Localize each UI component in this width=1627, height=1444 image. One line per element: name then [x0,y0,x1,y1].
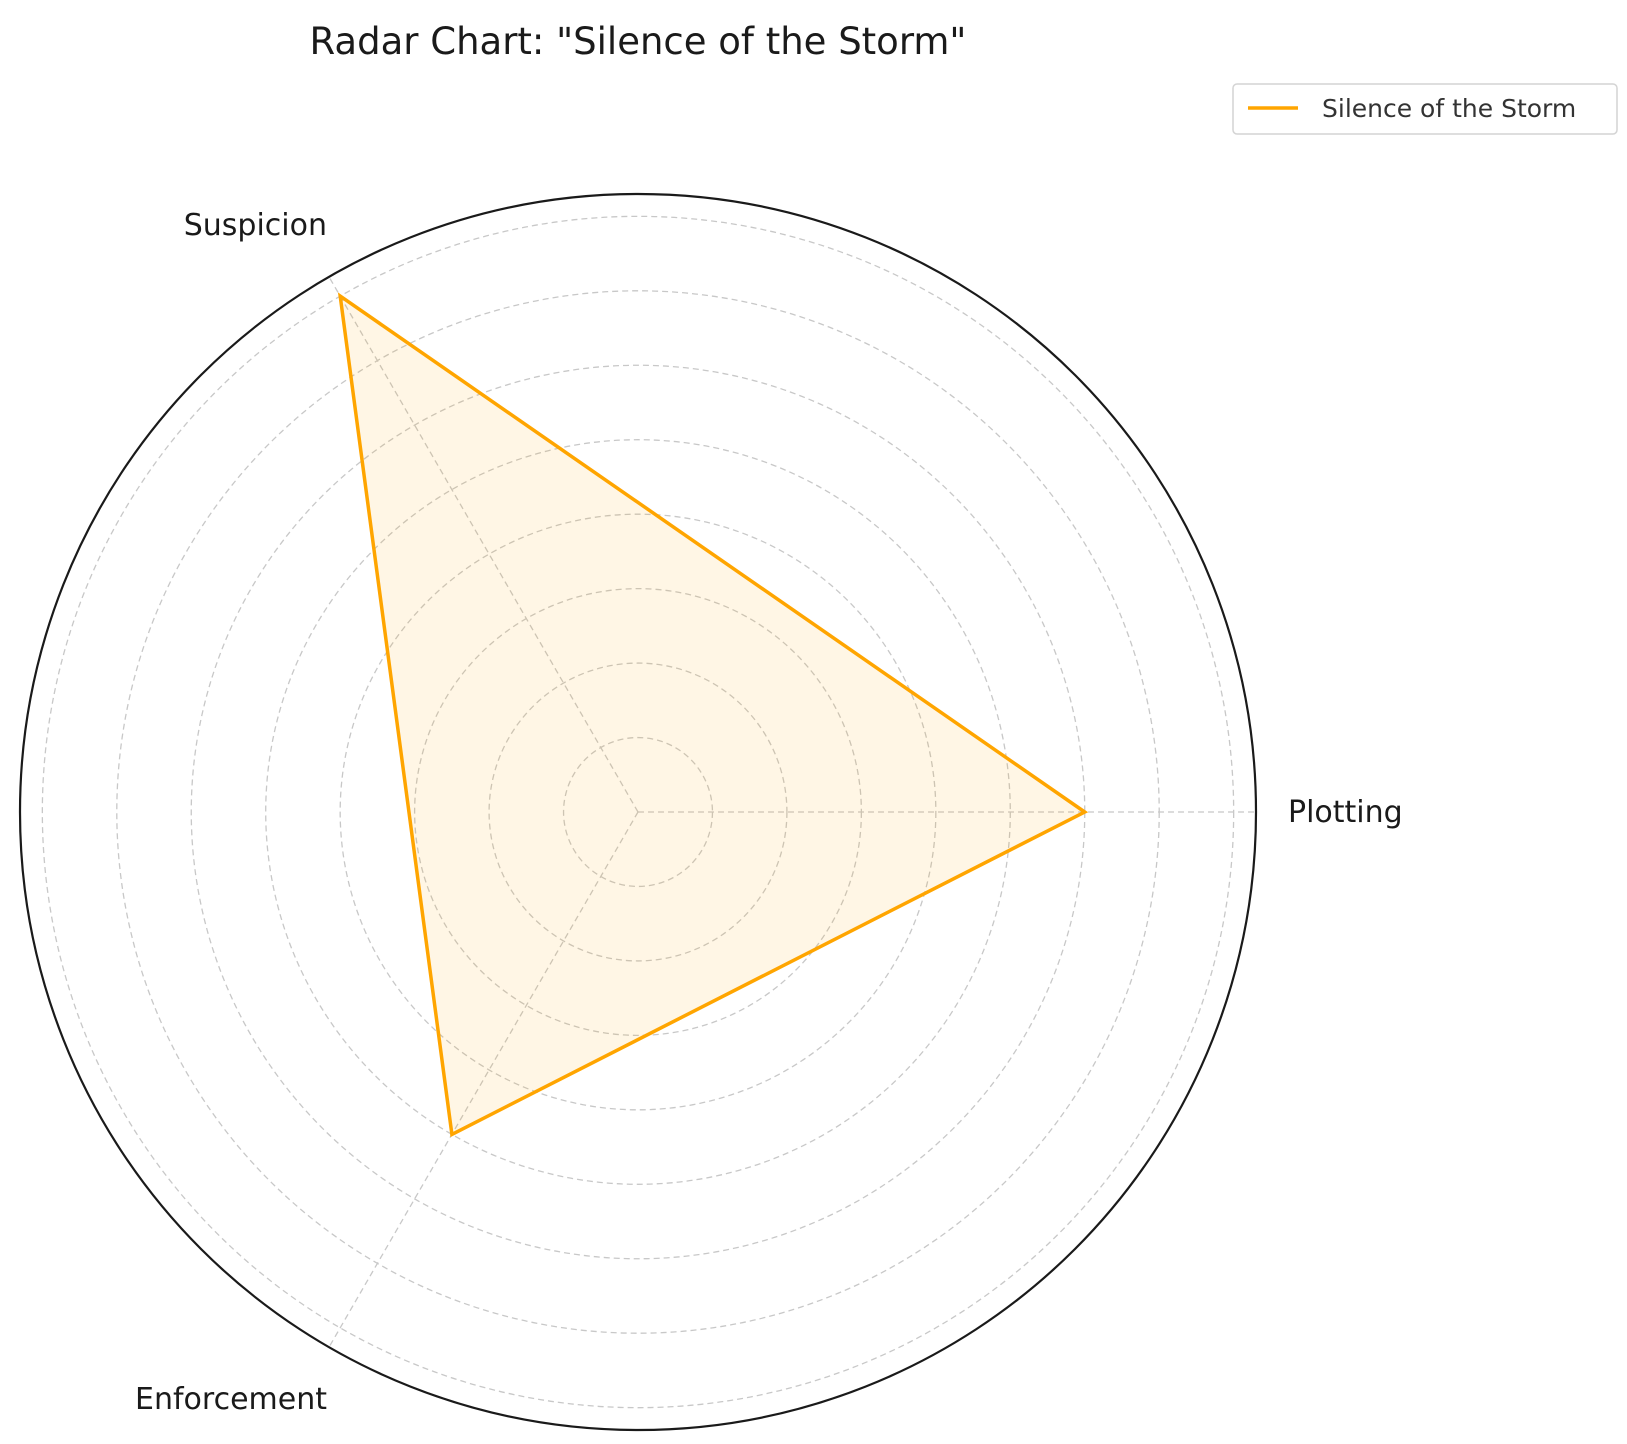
legend-box [1232,83,1618,135]
legend: Silence of the Storm [1232,83,1618,135]
series-line [337,292,1089,1138]
axis-labels: Plotting Suspicion Enforcement [135,208,1403,1417]
grid-ring [339,513,937,1111]
axis-label-plotting: Plotting [1288,795,1403,830]
spoke-enforcement [328,811,639,1348]
axis-label-suspicion: Suspicion [184,208,327,243]
series-area [340,296,1085,1135]
data-layer [337,292,1089,1138]
grid-ring [488,662,788,962]
spoke-suspicion [328,276,639,813]
legend-label: Silence of the Storm [1322,94,1576,123]
grid-layer [18,192,1258,1432]
outer-frame [18,192,1258,1432]
chart-title: Radar Chart: "Silence of the Storm" [310,20,967,63]
axis-label-enforcement: Enforcement [135,1382,327,1417]
